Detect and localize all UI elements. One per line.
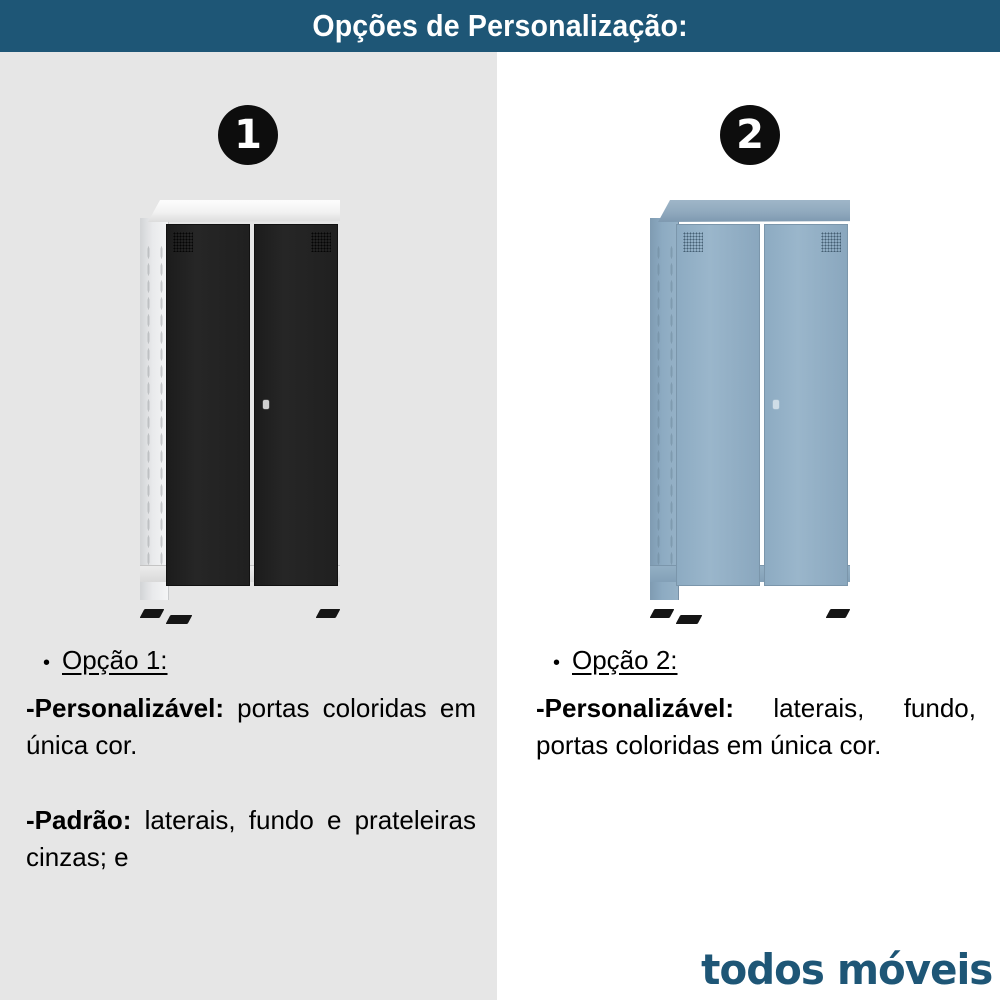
cabinet-side-panel xyxy=(650,218,679,600)
vent-perforation-icon xyxy=(821,232,841,252)
option-2-description: • Opção 2: -Personalizável: laterais, fu… xyxy=(536,645,976,772)
cabinet-carcass xyxy=(650,218,850,600)
cabinet-door-right xyxy=(764,224,848,586)
cabinet-carcass xyxy=(140,218,340,600)
bullet-icon: • xyxy=(42,652,50,674)
cabinet-top-surface xyxy=(658,200,850,222)
vent-perforation-icon xyxy=(311,232,331,252)
product-image-option-1 xyxy=(139,200,341,624)
door-lock-icon xyxy=(773,399,779,409)
option-2-custom-line: -Personalizável: laterais, fundo, portas… xyxy=(536,690,976,764)
custom-value: portas coloridas em única cor. xyxy=(26,693,476,760)
cabinet-door-right xyxy=(254,224,338,586)
shelf-pin-holes-icon xyxy=(147,244,150,570)
vent-perforation-icon xyxy=(683,232,703,252)
option-1-standard-line: -Padrão: laterais, fundo e prateleiras c… xyxy=(26,802,476,876)
custom-value: laterais, fundo, portas coloridas em úni… xyxy=(536,693,976,760)
door-lock-icon xyxy=(263,399,269,409)
vent-perforation-icon xyxy=(173,232,193,252)
option-2-heading: • Opção 2: xyxy=(536,645,976,676)
cabinet-door-left xyxy=(676,224,760,586)
option-1-heading: • Opção 1: xyxy=(26,645,476,676)
shelf-pin-holes-icon xyxy=(657,244,660,570)
cabinet-side-panel xyxy=(140,218,169,600)
brand-logo: todos móveis xyxy=(700,945,993,994)
bullet-icon: • xyxy=(552,652,560,674)
cabinet-doors xyxy=(676,224,848,586)
option-2-badge: 2 xyxy=(720,105,780,165)
cabinet-doors xyxy=(166,224,338,586)
cabinet-door-left xyxy=(166,224,250,586)
cabinet-foot xyxy=(315,609,341,618)
option-2-label: Opção 2: xyxy=(572,645,678,675)
paragraph-spacer xyxy=(26,772,476,802)
custom-label: -Personalizável: xyxy=(536,693,734,723)
option-1-badge: 1 xyxy=(218,105,278,165)
product-image-option-2 xyxy=(649,200,851,624)
cabinet-foot xyxy=(139,609,165,618)
cabinet-foot xyxy=(649,609,675,618)
option-1-description: • Opção 1: -Personalizável: portas color… xyxy=(26,645,476,884)
standard-label: -Padrão: xyxy=(26,804,132,835)
page-title: Opções de Personalização: xyxy=(312,8,688,43)
custom-label: -Personalizável: xyxy=(26,693,224,723)
shelf-pin-holes-icon xyxy=(160,244,163,570)
cabinet-foot xyxy=(825,609,851,618)
shelf-pin-holes-icon xyxy=(670,244,673,570)
cabinet-top-surface xyxy=(148,200,340,222)
option-1-custom-line: -Personalizável: portas coloridas em úni… xyxy=(26,690,476,764)
option-1-label: Opção 1: xyxy=(62,645,168,675)
standard-value: laterais, fundo e prateleiras cinzas; e xyxy=(26,804,476,872)
header-banner: Opções de Personalização: xyxy=(0,0,1000,52)
